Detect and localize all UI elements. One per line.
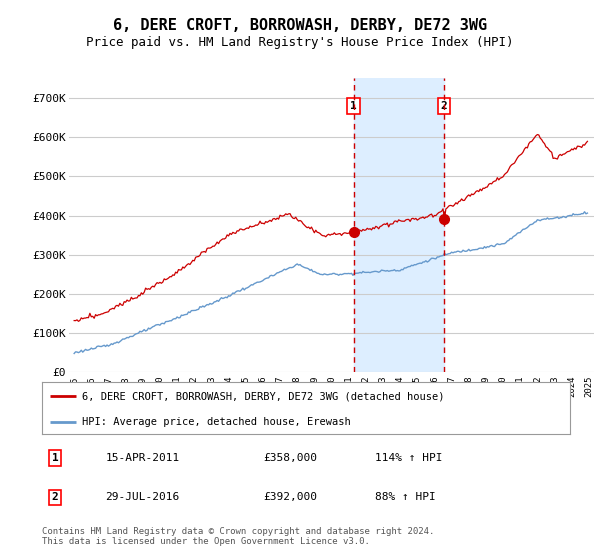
- Text: HPI: Average price, detached house, Erewash: HPI: Average price, detached house, Erew…: [82, 417, 350, 427]
- Text: 1: 1: [52, 453, 59, 463]
- Text: 2: 2: [441, 101, 448, 111]
- Text: 15-APR-2011: 15-APR-2011: [106, 453, 179, 463]
- Text: 6, DERE CROFT, BORROWASH, DERBY, DE72 3WG (detached house): 6, DERE CROFT, BORROWASH, DERBY, DE72 3W…: [82, 391, 444, 402]
- Text: Price paid vs. HM Land Registry's House Price Index (HPI): Price paid vs. HM Land Registry's House …: [86, 36, 514, 49]
- Text: Contains HM Land Registry data © Crown copyright and database right 2024.
This d: Contains HM Land Registry data © Crown c…: [42, 527, 434, 546]
- Text: 29-JUL-2016: 29-JUL-2016: [106, 492, 179, 502]
- Text: 114% ↑ HPI: 114% ↑ HPI: [374, 453, 442, 463]
- Text: 6, DERE CROFT, BORROWASH, DERBY, DE72 3WG: 6, DERE CROFT, BORROWASH, DERBY, DE72 3W…: [113, 18, 487, 32]
- Text: 88% ↑ HPI: 88% ↑ HPI: [374, 492, 436, 502]
- Text: £358,000: £358,000: [264, 453, 318, 463]
- Text: 1: 1: [350, 101, 357, 111]
- Bar: [353, 78, 444, 372]
- Text: £392,000: £392,000: [264, 492, 318, 502]
- Text: 2: 2: [52, 492, 59, 502]
